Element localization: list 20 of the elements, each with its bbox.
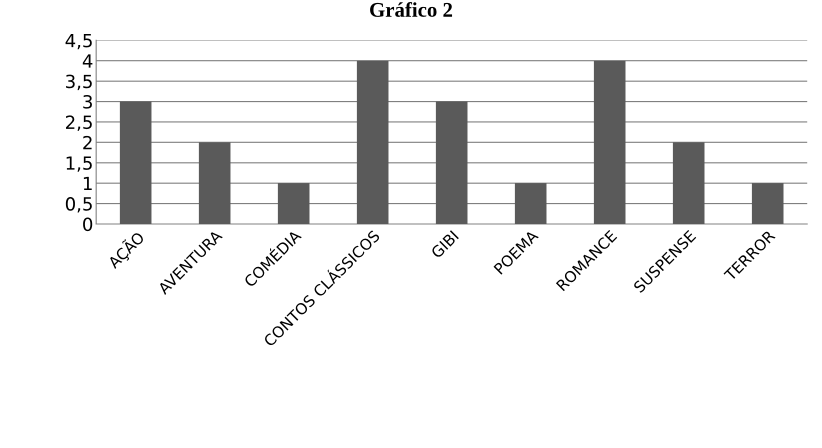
y-tick-label: 3,5 bbox=[66, 74, 92, 90]
bar bbox=[672, 142, 704, 224]
y-tick-label: 2,5 bbox=[66, 115, 92, 131]
bar bbox=[278, 183, 310, 224]
bar bbox=[198, 142, 230, 224]
y-tick-label: 2 bbox=[83, 136, 92, 150]
bar bbox=[436, 102, 468, 224]
y-tick-label: 3 bbox=[83, 95, 92, 109]
y-tick-label: 0,5 bbox=[66, 197, 92, 213]
bar bbox=[514, 183, 546, 224]
y-tick-label: 4,5 bbox=[66, 34, 92, 50]
y-tick-label: 0 bbox=[83, 217, 92, 232]
bar bbox=[752, 183, 784, 224]
y-tick-label: 1,5 bbox=[66, 156, 92, 172]
bar bbox=[356, 60, 388, 224]
bar bbox=[120, 102, 152, 224]
chart-title: Gráfico 2 bbox=[370, 2, 452, 17]
y-tick-label: 1 bbox=[84, 176, 92, 190]
bar bbox=[594, 60, 626, 224]
y-tick-label: 4 bbox=[82, 54, 92, 68]
